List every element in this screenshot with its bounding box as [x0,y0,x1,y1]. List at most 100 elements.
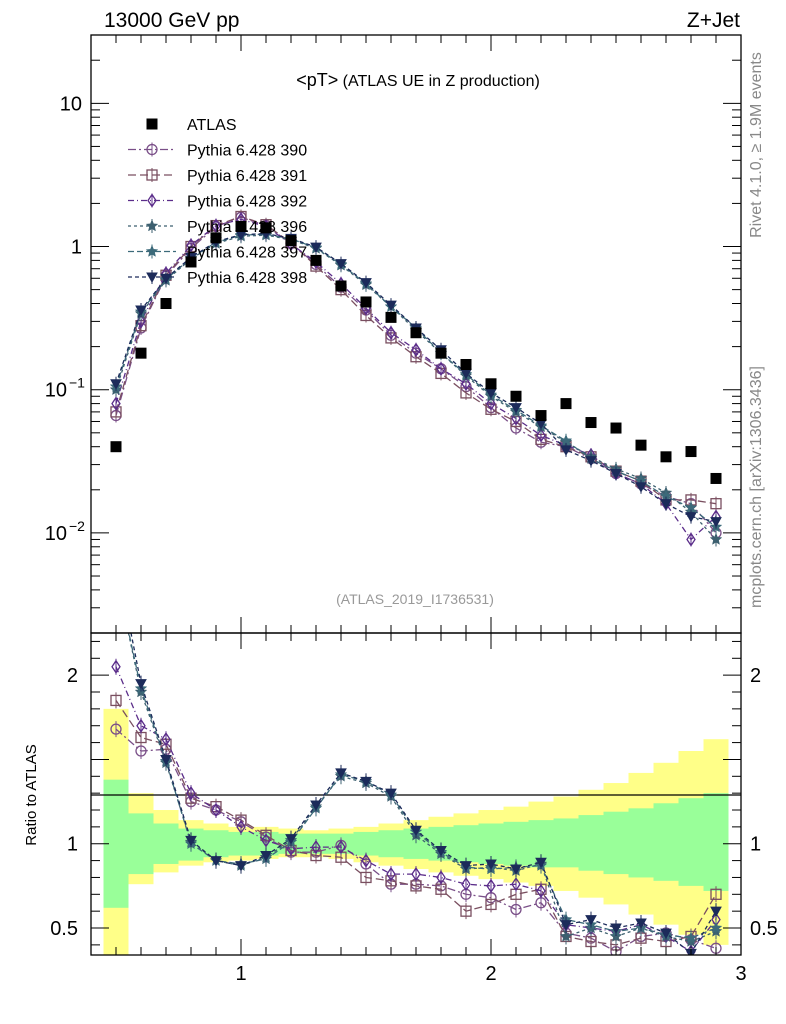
y-tick-label: 10 [45,380,67,402]
ratio-point [510,864,522,876]
atlas-data-point [685,446,697,458]
legend-label: Pythia 6.428 396 [187,219,307,236]
ratio-point [135,745,147,757]
atlas-data-point [485,378,497,390]
ratio-point [110,723,122,735]
legend-marker [146,118,158,130]
legend-marker [146,143,158,156]
ratio-point [210,856,222,867]
series-point [110,379,122,390]
ratio-point [535,857,547,869]
series-line-2 [115,218,717,541]
ratio-point [461,877,471,892]
ratio-point [185,835,197,847]
ratio-point [111,553,121,562]
atlas-data-point [560,398,572,410]
ratio-point [360,776,372,788]
series-point [710,517,722,528]
series-point [710,498,722,510]
plot-title-main: <pT> [296,70,338,90]
top-series [109,209,723,547]
ratio-point [235,861,247,872]
ratio-y-tick-label-left: 0.5 [50,918,78,940]
series-point [411,342,421,357]
ratio-point [411,866,421,882]
series-point [660,499,672,510]
atlas-data-point [435,347,447,359]
ratio-point [361,853,371,868]
ratio-point [660,928,672,940]
band-inner-bin [153,823,179,864]
band-inner-bin [353,831,379,856]
header-right: Z+Jet [687,9,740,32]
x-tick-label: 1 [235,963,246,985]
ratio-point [236,819,246,835]
ratio-point [486,878,496,894]
header-left: 13000 GeV pp [104,9,239,32]
series-point [585,456,597,467]
ratio-point [460,861,472,872]
ratio-point [610,923,622,935]
series-point [436,361,446,376]
atlas-data-point [635,439,647,451]
ratio-point [485,898,497,911]
ratio-point [110,568,121,579]
atlas-data-point [260,222,272,234]
series-point [486,396,496,411]
ratio-point [709,921,723,934]
ratio-point [135,679,147,690]
ratio-y-tick-label-left: 2 [67,665,78,687]
series-point [360,278,372,289]
atlas-data-point [660,451,672,463]
ratio-point [110,694,122,707]
series-point [211,218,221,233]
atlas-data-point [160,298,172,310]
series-point [709,532,723,545]
atlas-data-point [585,417,597,429]
series-point [686,532,696,547]
atlas-data-point [410,327,422,339]
ratio-point [410,825,422,837]
y-tick-label: 10 [60,93,82,115]
ratio-point [435,845,447,857]
legend: ATLAS Pythia 6.428 390 Pythia 6.428 391 Pyt… [128,117,307,287]
ratio-point [161,732,171,747]
mcplots-label: mcplots.cern.ch [arXiv:1306.3436] [748,366,765,608]
ratio-point [536,883,546,899]
series-point [610,468,622,480]
legend-marker [145,219,159,232]
y-tick-label: 10 [45,523,67,545]
band-inner-bin [228,831,254,856]
ratio-series [110,553,723,955]
legend-label: Pythia 6.428 397 [187,245,307,262]
y-tick-label: 1 [71,237,82,259]
ratio-point [136,718,146,733]
ratio-point [111,659,121,674]
ratio-point [160,754,172,766]
ratio-point [559,929,573,942]
x-tick-label: 2 [485,963,496,985]
ratio-point [110,568,121,579]
atlas-data-point [310,254,322,266]
series-point [560,445,572,456]
series-point [386,325,396,340]
atlas-data-point [510,390,522,402]
ratio-point [485,859,497,870]
atlas-data-point [710,472,722,484]
atlas-data-point [110,441,122,453]
atlas-data-point [535,410,547,422]
ratio-y-tick-label-left: 1 [67,834,78,856]
legend-label: Pythia 6.428 391 [187,168,307,185]
legend-marker [146,169,158,181]
ratio-point [585,915,597,926]
ratio-point [360,871,372,884]
band-inner-bin [578,815,604,871]
band-inner-bin [628,808,654,878]
series-point [335,259,347,270]
ratio-point [684,931,698,944]
ratio-point [710,888,722,900]
series-point [536,428,546,443]
band-inner-bin [678,798,704,886]
plot-title: <pT> (ATLAS UE in Z production) [296,70,540,90]
series-point [135,305,147,317]
